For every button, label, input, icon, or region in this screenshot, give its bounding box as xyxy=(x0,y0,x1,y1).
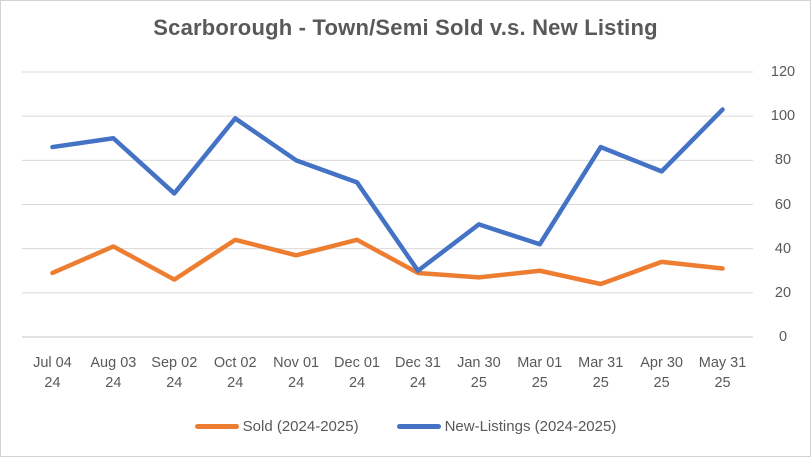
x-axis-label: Apr 30 25 xyxy=(640,355,683,391)
x-axis-label: Mar 31 25 xyxy=(578,355,624,391)
y-axis-label: 0 xyxy=(778,329,788,345)
sold-line-swatch-icon xyxy=(194,424,239,429)
new-listings-series-line xyxy=(50,107,725,273)
legend: Sold (2024-2025) New-Listings (2024-2025… xyxy=(1,416,810,437)
y-axis-label: 120 xyxy=(770,64,796,80)
x-axis-label: Jan 30 25 xyxy=(457,355,501,391)
x-axis-label: Oct 02 24 xyxy=(213,355,257,391)
x-axis-label: Sep 02 24 xyxy=(151,355,198,391)
x-axis-label: May 31 25 xyxy=(698,355,747,391)
legend-label-new-listings: New-Listings (2024-2025) xyxy=(444,418,617,435)
legend-item-new-listings: New-Listings (2024-2025) xyxy=(396,416,617,437)
x-axis-label: Nov 01 24 xyxy=(273,355,320,391)
x-axis-label: Mar 01 25 xyxy=(517,355,563,391)
x-axis-label: Dec 01 24 xyxy=(334,355,380,391)
sold-series-line xyxy=(50,237,725,287)
legend-item-sold: Sold (2024-2025) xyxy=(194,416,359,437)
new-listings-line-swatch-icon xyxy=(396,424,441,429)
y-axis-label: 100 xyxy=(770,108,796,125)
chart-title: Scarborough - Town/Semi Sold v.s. New Li… xyxy=(153,15,658,40)
y-axis-label: 20 xyxy=(774,284,792,301)
y-axis-label: 60 xyxy=(774,196,792,213)
x-axis-label: Aug 03 24 xyxy=(90,355,137,391)
legend-label-sold: Sold (2024-2025) xyxy=(242,418,359,435)
x-axis-label: Jul 04 24 xyxy=(33,355,72,391)
y-axis-label: 80 xyxy=(774,152,792,169)
x-axis-label: Dec 31 24 xyxy=(394,355,441,391)
y-axis-label: 40 xyxy=(774,240,792,257)
